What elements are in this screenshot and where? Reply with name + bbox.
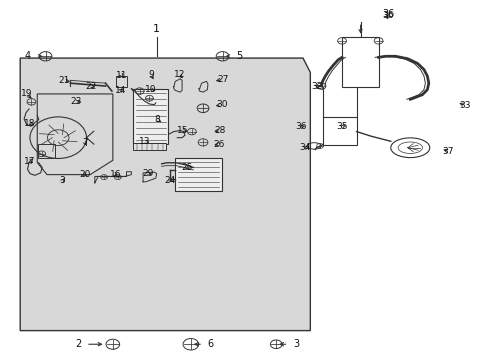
- Text: 6: 6: [207, 339, 213, 349]
- Text: 19: 19: [21, 89, 32, 98]
- Text: 5: 5: [236, 51, 242, 61]
- Text: 17: 17: [24, 157, 36, 166]
- Text: 37: 37: [442, 147, 453, 156]
- Text: 32: 32: [310, 82, 322, 91]
- Text: 36: 36: [382, 10, 393, 19]
- Text: 30: 30: [215, 100, 227, 109]
- Polygon shape: [20, 58, 310, 330]
- Bar: [322, 117, 356, 145]
- Text: 29: 29: [142, 169, 153, 178]
- Text: 2: 2: [76, 339, 81, 349]
- Text: 33: 33: [458, 101, 469, 110]
- Text: 7: 7: [82, 138, 88, 147]
- Text: 18: 18: [24, 119, 36, 128]
- Text: 26: 26: [213, 140, 224, 149]
- Text: 4: 4: [24, 51, 31, 61]
- Text: 36: 36: [294, 122, 305, 131]
- Text: 14: 14: [115, 86, 126, 95]
- Bar: [38, 144, 55, 158]
- Text: 11: 11: [116, 71, 127, 80]
- Text: 36: 36: [382, 9, 394, 19]
- Bar: [116, 76, 127, 87]
- Text: 10: 10: [145, 85, 156, 94]
- Text: 16: 16: [109, 170, 121, 179]
- Text: 34: 34: [299, 143, 310, 152]
- Text: 25: 25: [181, 163, 192, 172]
- Text: 3: 3: [293, 339, 299, 349]
- Text: 27: 27: [216, 75, 228, 84]
- Text: 28: 28: [214, 126, 225, 135]
- Text: 35: 35: [336, 122, 347, 131]
- Text: 12: 12: [174, 71, 185, 80]
- Text: 21: 21: [58, 76, 70, 85]
- Text: 22: 22: [85, 82, 96, 91]
- Text: 9: 9: [148, 71, 153, 80]
- Text: 20: 20: [79, 170, 90, 179]
- Bar: [175, 158, 221, 191]
- Text: 24: 24: [164, 176, 176, 185]
- Bar: [133, 89, 168, 144]
- Text: 1: 1: [153, 24, 160, 34]
- Text: 15: 15: [177, 126, 188, 135]
- Text: 8: 8: [155, 115, 160, 124]
- Bar: [133, 143, 166, 150]
- Text: 23: 23: [70, 97, 82, 106]
- Text: 3: 3: [60, 176, 65, 185]
- Bar: [341, 37, 378, 87]
- Text: 13: 13: [139, 137, 150, 146]
